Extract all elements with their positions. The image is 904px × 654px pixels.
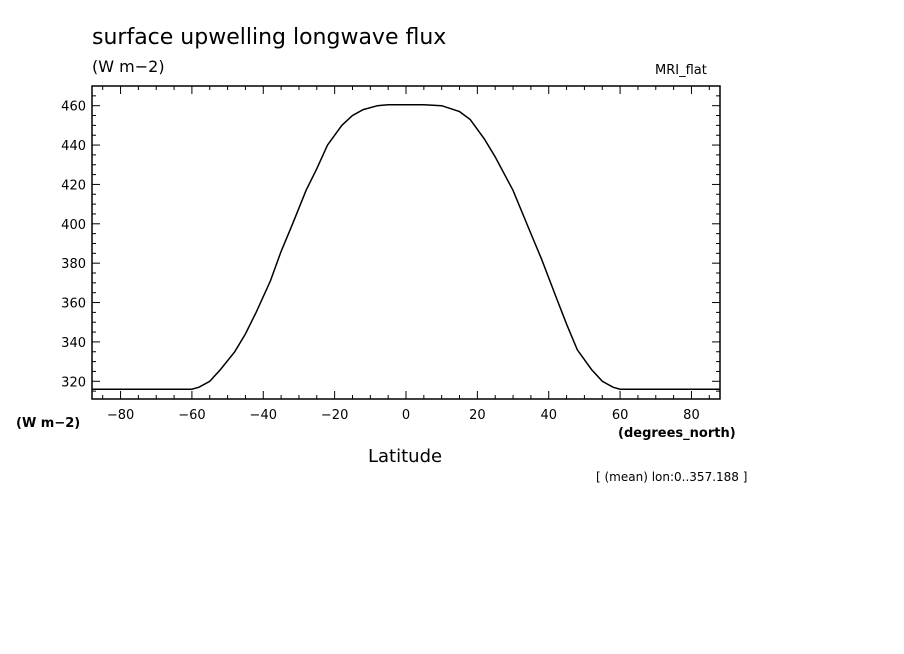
x-tick-label: −60 xyxy=(178,408,205,423)
x-tick-label: 0 xyxy=(402,408,410,423)
y-tick-label: 360 xyxy=(61,297,86,312)
plot-frame xyxy=(91,85,721,400)
x-tick-label: 20 xyxy=(469,408,486,423)
y-tick-label: 400 xyxy=(61,218,86,233)
y-tick-label: 340 xyxy=(61,336,86,351)
dataset-label: MRI_flat xyxy=(655,63,707,78)
x-tick-label: −40 xyxy=(250,408,277,423)
y-tick-label: 440 xyxy=(61,139,86,154)
x-axis-title: Latitude xyxy=(368,446,443,467)
chart-title: surface upwelling longwave flux xyxy=(92,25,447,50)
series-line xyxy=(92,103,720,390)
axis-ticks xyxy=(92,85,720,399)
x-tick-label: 40 xyxy=(540,408,557,423)
y-tick-label: 380 xyxy=(61,257,86,272)
y-tick-label: 420 xyxy=(61,178,86,193)
tick-labels: −80 −60 −40 −20 0 20 40 60 80 320 340 360 380 400 420 4… xyxy=(61,100,700,423)
x-tick-label: −20 xyxy=(321,408,348,423)
subset-note: [ (mean) lon:0..357.188 ] xyxy=(596,470,748,484)
x-tick-label: 80 xyxy=(683,408,700,423)
y-tick-label: 460 xyxy=(61,100,86,115)
y-axis-units-label: (W m−2) xyxy=(16,416,81,431)
x-axis-units-label: (degrees_north) xyxy=(618,426,736,441)
x-tick-label: −80 xyxy=(107,408,134,423)
units-label: (W m−2) xyxy=(92,57,165,76)
x-tick-label: 60 xyxy=(612,408,629,423)
y-tick-label: 320 xyxy=(61,375,86,390)
